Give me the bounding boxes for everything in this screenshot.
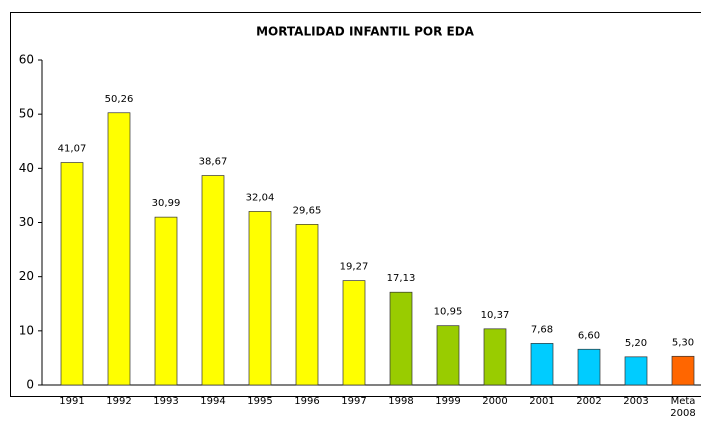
- x-tick-label-box: 1995: [247, 396, 273, 407]
- x-tick-label-box: 2001: [529, 396, 555, 407]
- chart-frame: [10, 12, 701, 397]
- x-tick-label: 2003: [623, 396, 649, 407]
- x-tick-label-box: 1992: [106, 396, 132, 407]
- x-tick-label: 1997: [341, 396, 367, 407]
- x-tick-label: 1998: [388, 396, 414, 407]
- x-tick-label: 1995: [247, 396, 273, 407]
- y-tick-label: 40: [19, 161, 34, 175]
- y-tick-label: 50: [19, 107, 34, 121]
- bar: [60, 162, 84, 386]
- x-tick-label-box: 1993: [153, 396, 179, 407]
- x-tick-label-box: 1994: [200, 396, 226, 407]
- bar: [201, 175, 225, 386]
- y-tick-label: 10: [19, 323, 34, 337]
- chart-title: MORTALIDAD INFANTIL POR EDA: [256, 25, 475, 39]
- x-tick-label-box: 1996: [294, 396, 320, 407]
- x-tick-label: 2001: [529, 396, 555, 407]
- data-label: 19,27: [340, 262, 369, 273]
- y-tick-label: 20: [19, 269, 34, 283]
- data-label: 5,30: [672, 337, 694, 348]
- bar: [295, 224, 319, 386]
- bar: [577, 348, 601, 386]
- y-tick-label: 60: [19, 53, 34, 67]
- data-label: 7,68: [531, 324, 553, 335]
- data-label: 38,67: [199, 157, 228, 168]
- data-label: 30,99: [152, 198, 181, 209]
- data-label: 5,20: [625, 338, 647, 349]
- x-tick-label: 1993: [153, 396, 179, 407]
- data-label: 32,04: [246, 192, 275, 203]
- data-label: 29,65: [293, 205, 322, 216]
- x-tick-label-box: 2002: [576, 396, 602, 407]
- x-tick-label-box: 1997: [341, 396, 367, 407]
- bar: [389, 291, 413, 386]
- x-tick-label-box: 2000: [482, 396, 508, 407]
- bar: [671, 355, 695, 386]
- x-tick-label: 2000: [482, 396, 508, 407]
- x-tick-label: 2002: [576, 396, 602, 407]
- bar: [107, 112, 131, 386]
- data-label: 6,60: [578, 330, 600, 341]
- x-tick-label: 1994: [200, 396, 226, 407]
- x-tick-label-box: 1999: [435, 396, 461, 407]
- y-tick-label: 30: [19, 215, 34, 229]
- x-tick-label: Meta 2008: [670, 396, 696, 419]
- x-tick-label: 1999: [435, 396, 461, 407]
- x-tick-label-box: 2003: [623, 396, 649, 407]
- data-label: 50,26: [105, 94, 134, 105]
- x-tick-label-box: 1998: [388, 396, 414, 407]
- bar: [248, 211, 272, 386]
- data-label: 10,95: [434, 307, 463, 318]
- x-tick-label: 1992: [106, 396, 132, 407]
- x-tick-label-box: 1991: [59, 396, 85, 407]
- bar: [530, 343, 554, 386]
- bar: [154, 216, 178, 386]
- x-tick-label: 1996: [294, 396, 320, 407]
- x-tick-label-box: Meta 2008: [670, 396, 696, 419]
- bar: [483, 328, 507, 386]
- data-label: 17,13: [387, 273, 416, 284]
- bar: [624, 356, 648, 386]
- bar: [436, 325, 460, 386]
- x-tick-label: 1991: [59, 396, 85, 407]
- data-label: 41,07: [58, 144, 87, 155]
- data-label: 10,37: [481, 310, 510, 321]
- bar: [342, 280, 366, 386]
- y-tick-label: 0: [26, 378, 34, 392]
